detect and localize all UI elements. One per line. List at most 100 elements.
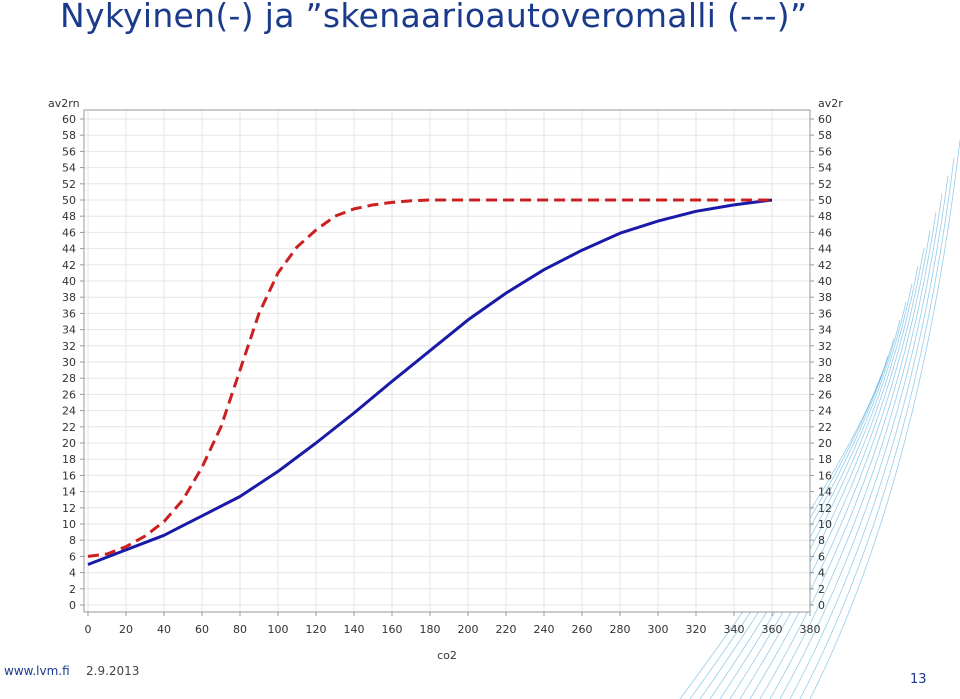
decor-line <box>719 301 907 699</box>
grid-lines <box>84 110 811 612</box>
y-tick-label: 14 <box>818 486 832 499</box>
y-tick-label: 46 <box>62 226 76 239</box>
y-tick-label: 58 <box>62 129 76 142</box>
decor-line <box>799 157 955 699</box>
y-tick-label: 12 <box>818 502 832 515</box>
right-y-axis: 0246810121416182022242628303234363840424… <box>810 113 832 612</box>
x-tick-label: 220 <box>496 623 517 636</box>
x-axis: 0 20 40 60 80 100 120 140 160 180 200 220 240 260 280 3… <box>85 612 821 636</box>
x-tick-label: 240 <box>534 623 555 636</box>
page-number: 13 <box>910 672 927 687</box>
y-tick-label: 52 <box>818 178 832 191</box>
y-tick-label: 16 <box>818 469 832 482</box>
y-tick-label: 34 <box>818 324 832 337</box>
y-tick-label: 50 <box>818 194 832 207</box>
solid-series-line <box>87 198 773 566</box>
x-tick-label: 40 <box>157 623 171 636</box>
y-tick-label: 4 <box>69 567 76 580</box>
plot-area <box>84 110 810 612</box>
x-tick-label: 280 <box>610 623 631 636</box>
y-tick-label: 60 <box>62 113 76 126</box>
decor-line <box>759 229 931 699</box>
y-tick-label: 42 <box>818 259 832 272</box>
y-tick-label: 40 <box>62 275 76 288</box>
y-tick-label: 20 <box>818 437 832 450</box>
y-tick-label: 16 <box>62 469 76 482</box>
decor-line <box>749 247 925 699</box>
y-tick-label: 32 <box>818 340 832 353</box>
y-tick-label: 38 <box>818 291 832 304</box>
x-tick-label: 80 <box>233 623 247 636</box>
y-tick-label: 20 <box>62 437 76 450</box>
y-tick-label: 30 <box>62 356 76 369</box>
x-tick-label: 120 <box>306 623 327 636</box>
x-tick-label: 360 <box>762 623 783 636</box>
y-tick-label: 28 <box>818 372 832 385</box>
footer-url[interactable]: www.lvm.fi <box>4 664 70 678</box>
y-tick-label: 18 <box>818 453 832 466</box>
plot-border <box>83 109 811 613</box>
y-tick-label: 14 <box>62 486 76 499</box>
decor-line <box>729 283 913 699</box>
y-tick-label: 40 <box>818 275 832 288</box>
y-tick-label: 34 <box>62 324 76 337</box>
decor-line <box>769 211 937 699</box>
decor-line <box>789 175 949 699</box>
y-tick-label: 10 <box>62 518 76 531</box>
y-tick-label: 38 <box>62 291 76 304</box>
footer-date: 2.9.2013 <box>86 664 140 678</box>
x-tick-label: 200 <box>458 623 479 636</box>
y-tick-label: 48 <box>62 210 76 223</box>
decor-line <box>739 265 919 699</box>
x-tick-label: 340 <box>724 623 745 636</box>
x-tick-label: 300 <box>648 623 669 636</box>
series-lines <box>87 198 773 566</box>
x-tick-label: 180 <box>420 623 441 636</box>
left-y-axis-label: av2rn <box>48 97 80 110</box>
y-tick-label: 24 <box>62 405 76 418</box>
y-tick-label: 8 <box>818 534 825 547</box>
y-tick-label: 58 <box>818 129 832 142</box>
left-y-axis: 0246810121416182022242628303234363840424… <box>62 113 84 612</box>
x-tick-label: 140 <box>344 623 365 636</box>
y-tick-label: 54 <box>818 162 832 175</box>
y-tick-label: 46 <box>818 226 832 239</box>
y-tick-label: 44 <box>818 243 832 256</box>
x-tick-label: 320 <box>686 623 707 636</box>
y-tick-label: 2 <box>818 583 825 596</box>
y-tick-label: 44 <box>62 243 76 256</box>
x-axis-label: co2 <box>437 649 457 662</box>
y-tick-label: 26 <box>818 388 832 401</box>
y-tick-label: 24 <box>818 405 832 418</box>
y-tick-label: 6 <box>69 550 76 563</box>
y-tick-label: 50 <box>62 194 76 207</box>
y-tick-label: 12 <box>62 502 76 515</box>
x-tick-label: 0 <box>85 623 92 636</box>
y-tick-label: 6 <box>818 550 825 563</box>
slide-title: Nykyinen(-) ja ”skenaarioautoveromalli (… <box>60 0 808 35</box>
x-tick-label: 20 <box>119 623 133 636</box>
x-tick-label: 60 <box>195 623 209 636</box>
decor-line <box>709 319 901 699</box>
y-tick-label: 0 <box>818 599 825 612</box>
y-tick-label: 60 <box>818 113 832 126</box>
x-tick-label: 260 <box>572 623 593 636</box>
y-tick-label: 26 <box>62 388 76 401</box>
decor-line <box>779 193 943 699</box>
y-tick-label: 54 <box>62 162 76 175</box>
y-tick-label: 36 <box>62 307 76 320</box>
y-tick-label: 10 <box>818 518 832 531</box>
y-tick-label: 52 <box>62 178 76 191</box>
y-tick-label: 0 <box>69 599 76 612</box>
y-tick-label: 42 <box>62 259 76 272</box>
x-tick-label: 160 <box>382 623 403 636</box>
y-tick-label: 4 <box>818 567 825 580</box>
right-y-axis-label: av2r <box>818 97 843 110</box>
x-tick-label: 380 <box>800 623 821 636</box>
y-tick-label: 48 <box>818 210 832 223</box>
y-tick-label: 18 <box>62 453 76 466</box>
y-tick-label: 30 <box>818 356 832 369</box>
x-tick-label: 100 <box>268 623 289 636</box>
decor-line <box>699 337 895 699</box>
